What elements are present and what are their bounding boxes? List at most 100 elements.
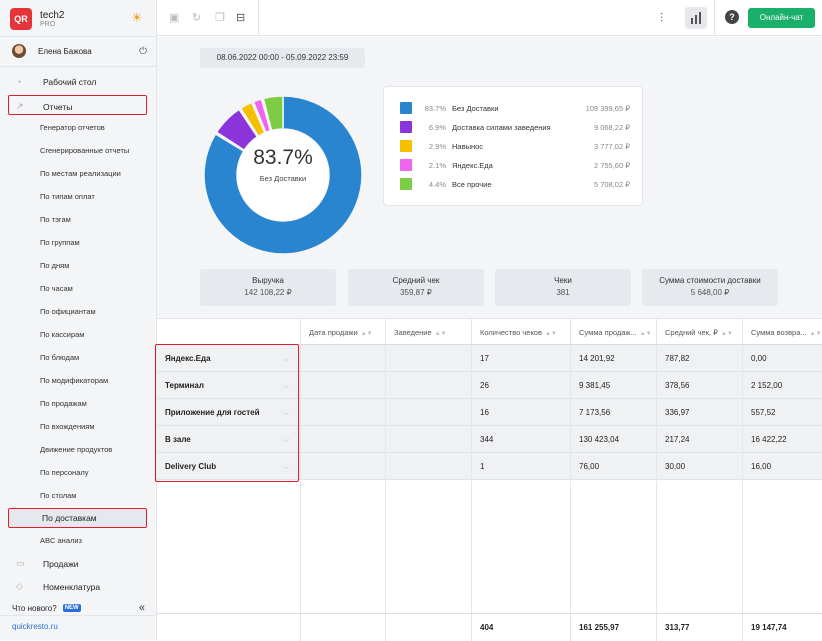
sort-icon[interactable]: ▲▼	[720, 331, 733, 337]
legend-item[interactable]: 2.9% Навынос 3 777,02 ₽	[400, 140, 630, 152]
date-range-picker[interactable]: 08.06.2022 00:00 - 05.09.2022 23:59	[200, 48, 365, 68]
chevron-down-icon[interactable]: ⌵	[283, 462, 290, 471]
sidebar-subitem[interactable]: По часам	[40, 284, 73, 293]
site-link[interactable]: quickresto.ru	[12, 622, 58, 631]
refresh-icon[interactable]: ↻	[192, 12, 202, 24]
sidebar-subitem[interactable]: По кассирам	[40, 330, 85, 339]
sidebar-subitem[interactable]: По блюдам	[40, 353, 80, 362]
summary-card-title: Средний чек	[392, 276, 440, 285]
legend-name: Без Доставки	[452, 103, 499, 113]
legend-percent: 6.9%	[428, 122, 446, 132]
summary-card-title: Выручка	[252, 276, 284, 285]
sidebar-subitem[interactable]: По модификаторам	[40, 376, 109, 385]
legend-percent: 2.9%	[428, 141, 446, 151]
sort-icon[interactable]: ▲▼	[809, 331, 822, 337]
total-avg: 313,77	[656, 614, 742, 641]
copy-icon[interactable]: ❐	[215, 12, 225, 24]
table-cell: 378,56	[656, 372, 742, 399]
legend-item[interactable]: 4.4% Все прочие 5 708,02 ₽	[400, 178, 630, 190]
table-cell: 787,82	[656, 345, 742, 372]
row-name: Яндекс.Еда	[165, 354, 211, 363]
sidebar-subitem[interactable]: По местам реализации	[40, 169, 121, 178]
gauge-icon: ◔	[16, 77, 22, 87]
table-row[interactable]: Приложение для гостей 16 7 173,56 336,97 557…	[157, 399, 822, 426]
theme-toggle-sun-icon[interactable]: ☀	[131, 10, 143, 25]
chevron-down-icon[interactable]: ⌵	[283, 354, 290, 363]
sidebar-subitem[interactable]: По типам оплат	[40, 192, 95, 201]
table-row[interactable]: В зале 344 130 423,04 217,24 16 422,22 ⌵	[157, 426, 822, 453]
legend-name: Доставка силами заведения	[452, 122, 551, 132]
column-header[interactable]: Заведение ▲▼	[385, 319, 471, 346]
sidebar: QR tech2 PRO ☀ Елена Бажова ⏻ ◔ Рабочий …	[0, 0, 157, 640]
sidebar-subitem[interactable]: Генератор отчетов	[40, 123, 105, 132]
inbox-icon[interactable]: ⊟	[236, 12, 246, 24]
column-header[interactable]: Сумма возвра... ▲▼	[742, 319, 822, 346]
power-icon[interactable]: ⏻	[139, 45, 147, 57]
divider	[0, 66, 157, 67]
sidebar-subitem[interactable]: По группам	[40, 238, 80, 247]
sidebar-subitem[interactable]: По вхождениям	[40, 422, 95, 431]
nav-nomenclature[interactable]: ◇ Номенклатура	[16, 581, 100, 592]
legend-item[interactable]: 83.7% Без Доставки 109 399,65 ₽	[400, 102, 630, 114]
chevron-down-icon[interactable]: ⌵	[283, 381, 290, 390]
column-header-label: Сумма возвра...	[751, 328, 807, 337]
settings-sliders-icon[interactable]: ⫶	[660, 11, 664, 25]
whats-new[interactable]: Что нового? NEW «	[12, 602, 145, 614]
donut-center-label: Без Доставки	[259, 174, 307, 183]
sidebar-subitem[interactable]: По тэгам	[40, 215, 71, 224]
table-cell	[385, 453, 471, 480]
legend-item[interactable]: 2.1% Яндекс.Еда 2 755,60 ₽	[400, 159, 630, 171]
legend-item[interactable]: 6.9% Доставка силами заведения 9 068,22 ₽	[400, 121, 630, 133]
brand[interactable]: QR tech2 PRO	[10, 8, 64, 30]
sidebar-subitem[interactable]: По столам	[40, 491, 77, 500]
sidebar-subitem[interactable]: По официантам	[40, 307, 96, 316]
sort-icon[interactable]: ▲▼	[434, 331, 447, 337]
legend-swatch	[400, 140, 412, 152]
table-row[interactable]: Delivery Club 1 76,00 30,00 16,00 ⌵	[157, 453, 822, 480]
column-header[interactable]: Средний чек, ₽ ▲▼	[656, 319, 742, 346]
legend-percent: 4.4%	[428, 179, 446, 189]
table-cell	[385, 372, 471, 399]
user-name: Елена Бажова	[38, 46, 92, 56]
table-cell	[300, 372, 385, 399]
table-cell: 217,24	[656, 426, 742, 453]
table-cell: 336,97	[656, 399, 742, 426]
nav-reports[interactable]: ↗ Отчеты	[16, 101, 72, 112]
save-icon[interactable]: ▣	[169, 12, 180, 24]
user-profile[interactable]: Елена Бажова ⏻	[12, 44, 147, 58]
legend-value: 109 399,65 ₽	[585, 103, 630, 113]
sort-icon[interactable]: ▲▼	[639, 331, 652, 337]
sidebar-item-deliveries[interactable]: По доставкам	[8, 508, 147, 528]
table-cell: 0,00	[742, 345, 822, 372]
chevron-down-icon[interactable]: ⌵	[283, 408, 290, 417]
sidebar-subitem[interactable]: По продажам	[40, 399, 87, 408]
nav-sales[interactable]: ▭ Продажи	[16, 558, 79, 569]
table-cell: 9 381,45	[570, 372, 656, 399]
online-chat-button[interactable]: Онлайн-чат	[748, 8, 815, 28]
sort-icon[interactable]: ▲▼	[544, 331, 557, 337]
table-row[interactable]: Яндекс.Еда 17 14 201,92 787,82 0,00 ⌵	[157, 345, 822, 372]
sidebar-subitem[interactable]: По персоналу	[40, 468, 89, 477]
table-totals: 404 161 255,97 313,77 19 147,74	[157, 613, 822, 641]
sidebar-subitem[interactable]: Сгенерированные отчеты	[40, 146, 130, 155]
column-header[interactable]: Количество чеков ▲▼	[471, 319, 570, 346]
nav-desktop[interactable]: ◔ Рабочий стол	[16, 77, 96, 87]
column-header[interactable]: Сумма продаж... ▲▼	[570, 319, 656, 346]
avatar	[12, 44, 26, 58]
legend-percent: 2.1%	[428, 160, 446, 170]
chevron-down-icon[interactable]: ⌵	[283, 435, 290, 444]
new-badge: NEW	[62, 604, 81, 612]
help-icon[interactable]: ?	[725, 10, 739, 24]
bar-chart-icon[interactable]	[685, 7, 707, 29]
column-header[interactable]: Дата продажи ▲▼	[300, 319, 385, 346]
whats-new-label: Что нового?	[12, 603, 57, 613]
table-row[interactable]: Терминал 26 9 381,45 378,56 2 152,00 ⌵	[157, 372, 822, 399]
sidebar-subitem[interactable]: По дням	[40, 261, 70, 270]
sidebar-item-abc[interactable]: ABC анализ	[40, 536, 82, 545]
sort-icon[interactable]: ▲▼	[360, 331, 373, 337]
collapse-sidebar-icon[interactable]: «	[138, 602, 145, 614]
chart-line-icon: ↗	[16, 101, 24, 111]
sidebar-subitem[interactable]: Движение продуктов	[40, 445, 113, 454]
total-checks: 404	[471, 614, 570, 641]
table-cell	[385, 345, 471, 372]
